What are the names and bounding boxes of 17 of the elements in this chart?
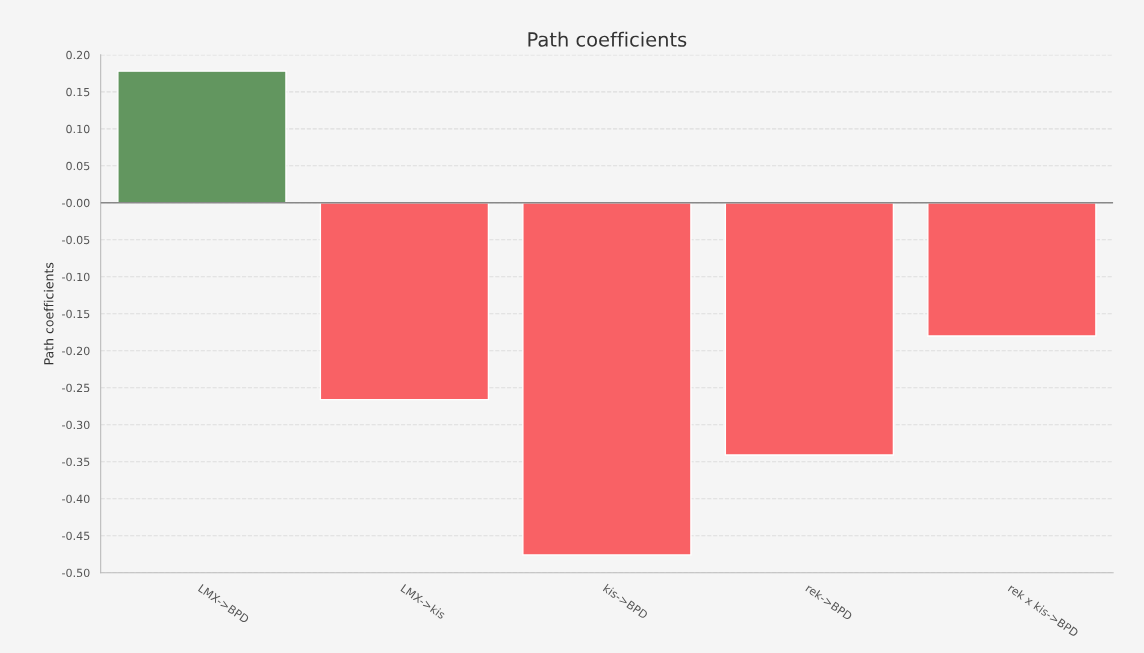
y-tick-label: -0.20 xyxy=(62,346,90,356)
y-tick-label: -0.50 xyxy=(62,568,90,578)
y-tick-label: -0.45 xyxy=(62,531,90,541)
y-tick-label: 0.20 xyxy=(66,50,90,60)
y-tick-label: -0.40 xyxy=(62,494,90,504)
y-tick-label: -0.10 xyxy=(62,272,90,282)
y-tick-label: -0.35 xyxy=(62,457,90,467)
y-tick-label: -0.30 xyxy=(62,420,90,430)
y-tick-label: -0.05 xyxy=(62,235,90,245)
chart-title: Path coefficients xyxy=(528,31,687,47)
y-tick-label: -0.00 xyxy=(62,198,90,208)
y-tick-label: -0.15 xyxy=(62,309,90,319)
y-tick-label: 0.15 xyxy=(66,87,90,97)
y-tick-label: -0.25 xyxy=(62,383,90,393)
y-tick-label: 0.10 xyxy=(66,124,90,134)
y-tick-label: 0.05 xyxy=(66,161,90,171)
y-axis-title: Path coefficients xyxy=(43,262,54,365)
